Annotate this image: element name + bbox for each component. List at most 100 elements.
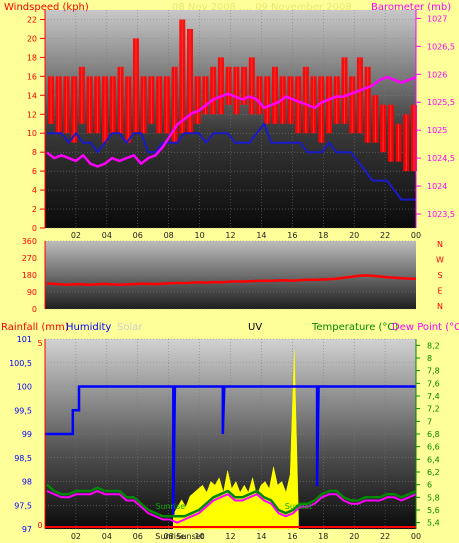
x-tick-label: 18: [318, 532, 328, 541]
temperature-line: [46, 483, 417, 518]
x-tick-label: 12: [225, 231, 235, 240]
y-right-tick-label: 1024,5: [427, 154, 455, 163]
temperature-title: Temperature (°C): [311, 322, 398, 333]
x-tick-label: 16: [287, 231, 297, 240]
humidity-tick-label: 100,5: [9, 359, 32, 368]
temp-tick-label: 6,8: [427, 430, 440, 439]
y-left-tick-label: 8: [32, 148, 37, 157]
rain-tick-label: 5: [37, 339, 42, 348]
y-left-tick-label: 6: [32, 167, 37, 176]
x-tick-label: 18: [318, 231, 328, 240]
humidity-tick-label: 97: [22, 525, 32, 534]
y-left-tick-label: 20: [27, 34, 37, 43]
direction-tick-label: 270: [22, 254, 37, 263]
x-tick-label: 14: [256, 231, 266, 240]
barometer-line: [46, 75, 417, 168]
direction-compass-label: E: [437, 287, 442, 296]
temp-tick-label: 5,8: [427, 493, 440, 502]
x-tick-label: 02: [71, 231, 81, 240]
humidity-title: Humidity: [66, 322, 111, 333]
x-tick-label: 12: [225, 532, 235, 541]
y-left-tick-label: 0: [32, 224, 37, 233]
x-tick-label: 04: [102, 231, 112, 240]
y-right-tick-label: 1025: [427, 126, 447, 135]
y-right-tick-label: 1025,5: [427, 98, 455, 107]
x-tick-label: 14: [256, 532, 266, 541]
y-left-tick-label: 16: [27, 72, 37, 81]
x-tick-label: 22: [380, 231, 390, 240]
direction-tick-label: 360: [22, 237, 37, 246]
direction-tick-label: 180: [22, 271, 37, 280]
x-tick-label: 04: [102, 532, 112, 541]
direction-tick-label: 0: [32, 305, 37, 314]
sunset-axis-label: Sunset: [176, 532, 203, 541]
x-tick-label: 06: [133, 231, 143, 240]
dewpoint-title: Dew Point (°C): [392, 322, 459, 333]
temp-tick-label: 7,6: [427, 379, 440, 388]
humidity-tick-label: 101: [17, 335, 32, 344]
direction-tick-label: 90: [27, 288, 37, 297]
faint-date-title: 08 Nov 2008 .... 09 November 2008: [172, 2, 352, 13]
y-left-tick-label: 14: [27, 91, 37, 100]
temp-tick-label: 7,2: [427, 405, 440, 414]
x-tick-label: 20: [349, 532, 359, 541]
sunset-label: Sunset: [285, 502, 312, 511]
direction-compass-label: N: [437, 302, 443, 311]
y-right-tick-label: 1023,5: [427, 210, 455, 219]
y-left-tick-label: 4: [32, 186, 37, 195]
temp-tick-label: 6,4: [427, 455, 440, 464]
temp-tick-label: 7,8: [427, 367, 440, 376]
temp-tick-label: 8: [427, 354, 432, 363]
x-tick-label: 10: [194, 532, 204, 541]
temp-tick-label: 7: [427, 417, 432, 426]
uv-area: [173, 349, 299, 530]
windspeed-title: Windspeed (kph): [4, 2, 89, 13]
x-tick-label: 16: [287, 532, 297, 541]
temp-tick-label: 6,6: [427, 443, 440, 452]
chart-marks: [45, 19, 417, 530]
y-left-tick-label: 22: [27, 15, 37, 24]
dewpoint-line: [46, 490, 417, 524]
x-tick-label: 20: [349, 231, 359, 240]
rain-tick-label: 0: [37, 521, 42, 530]
axes: 02468101214161820221023,510241024,510251…: [9, 10, 455, 541]
solar-title: Solar: [117, 322, 143, 333]
gust-line: [47, 122, 416, 201]
direction-compass-label: S: [437, 271, 442, 280]
humidity-tick-label: 100: [17, 383, 32, 392]
y-left-tick-label: 10: [27, 129, 37, 138]
y-right-tick-label: 1026: [427, 70, 447, 79]
temp-tick-label: 6: [427, 481, 432, 490]
barometer-title: Barometer (mb): [371, 2, 451, 13]
humidity-tick-label: 98,5: [14, 454, 32, 463]
humidity-line: [45, 385, 416, 515]
y-left-tick-label: 18: [27, 53, 37, 62]
temp-tick-label: 7,4: [427, 392, 440, 401]
x-tick-label: 00: [411, 231, 421, 240]
temp-tick-label: 8,2: [427, 341, 440, 350]
y-right-tick-label: 1027: [427, 14, 447, 23]
direction-compass-label: N: [437, 240, 443, 249]
x-tick-label: 08: [164, 532, 174, 541]
x-tick-label: 06: [133, 532, 143, 541]
uv-title: UV: [248, 322, 262, 333]
sunrise-label: Sunrise: [155, 502, 185, 511]
x-tick-label: 22: [380, 532, 390, 541]
y-right-tick-label: 1026,5: [427, 42, 455, 51]
humidity-tick-label: 99,5: [14, 406, 32, 415]
direction-compass-label: W: [436, 256, 444, 265]
temp-tick-label: 6,2: [427, 468, 440, 477]
humidity-tick-label: 98: [22, 478, 32, 487]
y-left-tick-label: 12: [27, 110, 37, 119]
x-tick-label: 00: [411, 532, 421, 541]
temp-tick-label: 5,4: [427, 519, 440, 528]
x-tick-label: 08: [164, 231, 174, 240]
temp-tick-label: 5,6: [427, 506, 440, 515]
y-left-tick-label: 2: [32, 205, 37, 214]
direction-line: [46, 274, 417, 287]
rainfall-title: Rainfall (mm): [1, 322, 69, 333]
x-tick-label: 02: [71, 532, 81, 541]
humidity-tick-label: 99: [22, 430, 32, 439]
humidity-tick-label: 97,5: [14, 501, 32, 510]
